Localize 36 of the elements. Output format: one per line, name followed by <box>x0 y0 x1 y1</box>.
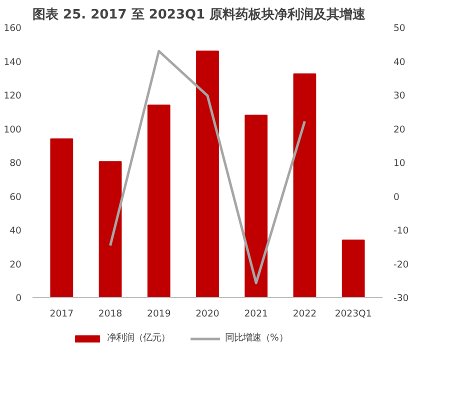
y2-tick-label: -10 <box>394 226 409 236</box>
legend-label: 净利润（亿元） <box>107 332 170 344</box>
x-tick-label: 2021 <box>244 308 268 320</box>
y-tick-label: 60 <box>10 192 22 203</box>
y2-tick-label: 30 <box>394 90 406 102</box>
x-tick-label: 2023Q1 <box>334 308 372 320</box>
y2-tick-label: 50 <box>394 23 406 34</box>
legend-label: 同比增速（%） <box>225 332 288 344</box>
x-tick-label: 2019 <box>147 308 171 320</box>
x-tick-label: 2022 <box>292 308 317 320</box>
y-tick-label: 0 <box>16 293 22 304</box>
bar <box>98 161 122 298</box>
bar <box>244 114 268 298</box>
y-tick-label: 100 <box>4 124 22 136</box>
x-tick-label: 2018 <box>98 308 122 320</box>
y2-tick-label: 20 <box>394 124 406 136</box>
y-tick-label: 40 <box>10 226 22 236</box>
y-tick-label: 160 <box>4 23 22 34</box>
bar <box>342 240 365 298</box>
line-series <box>109 50 306 284</box>
y2-tick-label: 0 <box>394 192 400 203</box>
y-tick-label: 20 <box>10 259 22 270</box>
x-tick-label: 2017 <box>50 308 74 320</box>
chart-title: 图表 25. 2017 至 2023Q1 原料药板块净利润及其增速 <box>32 6 367 22</box>
y2-tick-label: 40 <box>394 56 406 68</box>
y-tick-label: 140 <box>4 56 22 68</box>
y2-tick-label: -30 <box>394 293 409 304</box>
y-tick-label: 80 <box>10 158 22 169</box>
bar <box>196 50 219 298</box>
bar <box>147 104 170 298</box>
x-tick-label: 2020 <box>196 308 220 320</box>
y2-tick-label: -20 <box>394 259 409 270</box>
bar <box>50 138 74 298</box>
bar <box>293 73 316 298</box>
y-tick-label: 120 <box>4 90 22 102</box>
y2-tick-label: 10 <box>394 158 406 169</box>
